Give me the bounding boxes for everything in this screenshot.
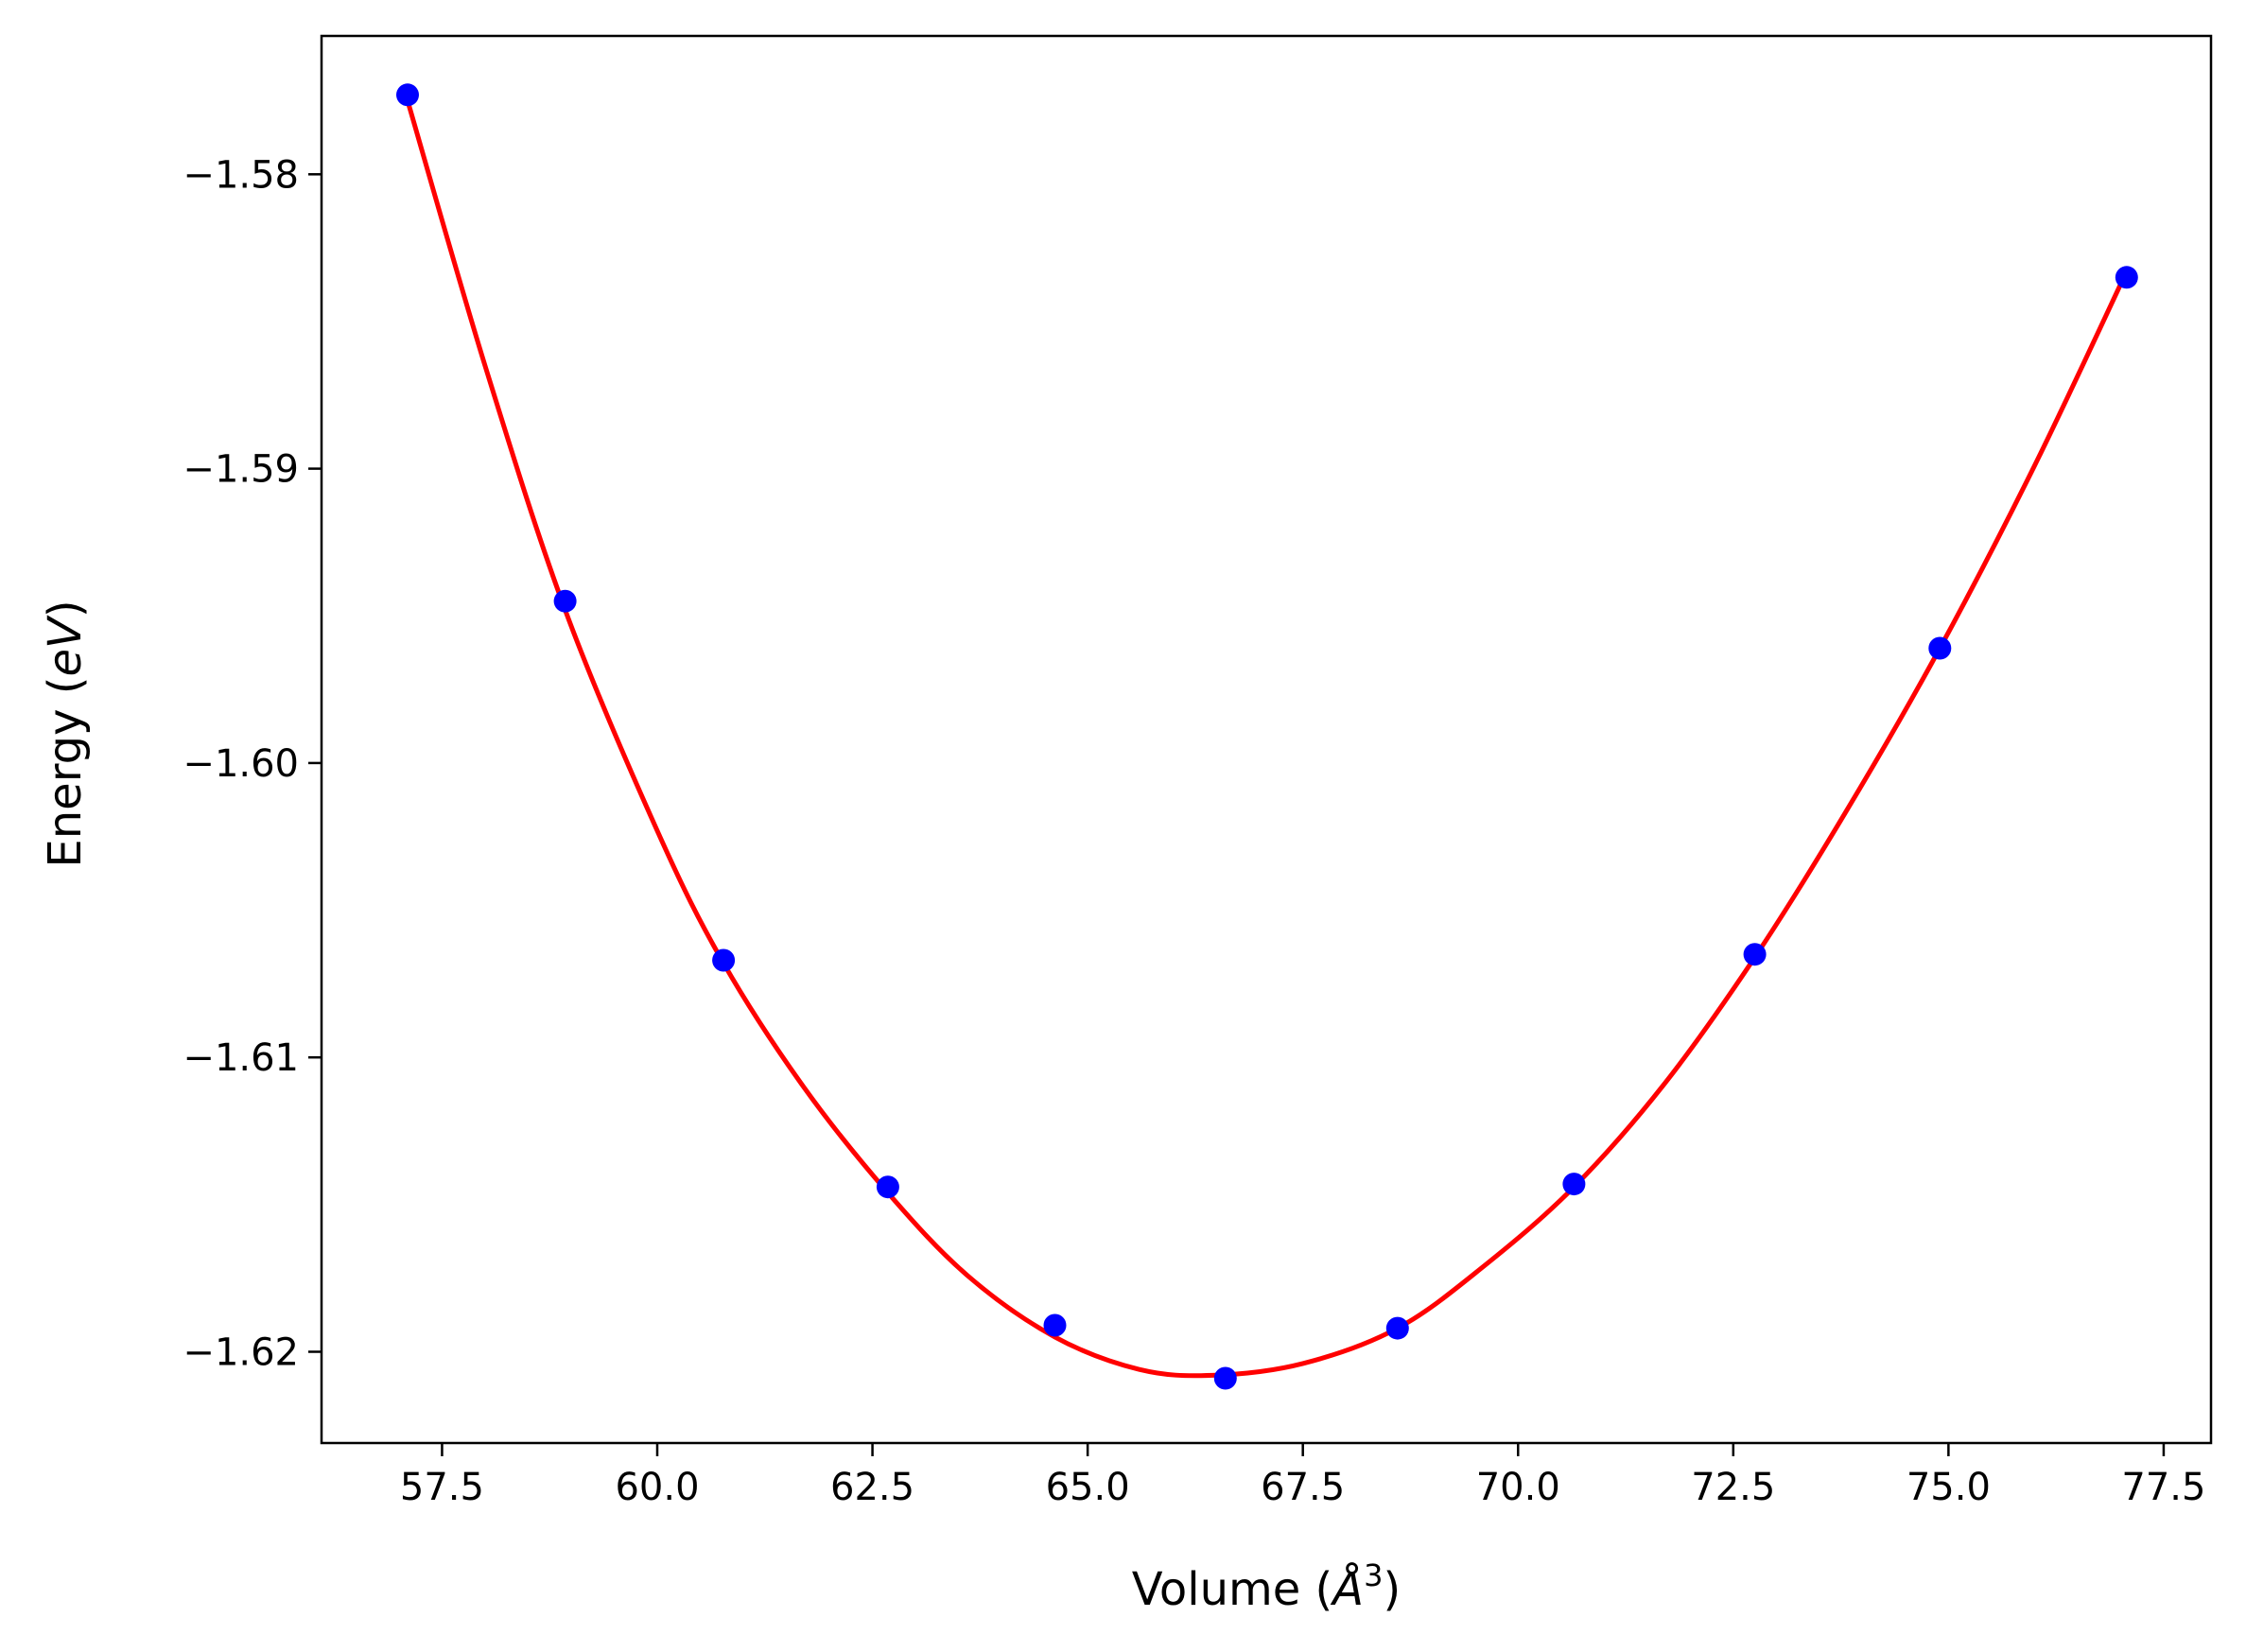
- x-tick-label: 65.0: [1046, 1466, 1130, 1509]
- x-tick-label: 57.5: [400, 1466, 484, 1509]
- x-tick-label: 72.5: [1691, 1466, 1775, 1509]
- x-tick-label: 77.5: [2121, 1466, 2205, 1509]
- data-point: [2115, 266, 2138, 289]
- x-axis-label-sup: 3: [1364, 1557, 1383, 1593]
- data-point: [1743, 943, 1767, 966]
- y-axis-label-main: Energy (: [39, 677, 92, 868]
- plot-frame: [320, 34, 2213, 1445]
- x-axis-label: Volume (Å3): [1132, 1557, 1401, 1616]
- x-tick-label: 75.0: [1906, 1466, 1991, 1509]
- y-tick-label: −1.58: [183, 153, 299, 197]
- x-tick-label: 67.5: [1261, 1466, 1345, 1509]
- data-point: [712, 948, 736, 972]
- data-point: [396, 83, 419, 107]
- x-axis-label-unit: Å: [1330, 1562, 1364, 1616]
- y-axis-label-unit: eV: [39, 615, 92, 677]
- x-axis-label-close: ): [1383, 1563, 1401, 1616]
- data-point: [1043, 1313, 1067, 1337]
- data-point: [1213, 1366, 1237, 1390]
- x-axis-label-main: Volume (: [1132, 1563, 1333, 1616]
- data-point: [553, 589, 577, 613]
- y-tick-label: −1.60: [183, 742, 299, 786]
- y-tick-label: −1.59: [183, 448, 299, 492]
- data-point: [1928, 636, 1952, 660]
- x-tick-label: 60.0: [615, 1466, 699, 1509]
- x-tick-label: 62.5: [830, 1466, 914, 1509]
- plot-layer: [396, 83, 2138, 1390]
- y-axis-label-close: ): [39, 600, 92, 617]
- x-axis-ticks: 57.5 60.0 62.5 65.0 67.5 70.0 72.5 75.0 77.5: [400, 1443, 2205, 1509]
- y-axis-label: Energy (eV): [39, 600, 92, 867]
- data-point: [1562, 1173, 1586, 1196]
- x-tick-label: 70.0: [1476, 1466, 1560, 1509]
- data-point: [1385, 1316, 1409, 1340]
- y-tick-label: −1.62: [183, 1330, 299, 1374]
- data-point: [876, 1175, 899, 1199]
- fit-curve-line: [405, 99, 2130, 1379]
- y-axis-ticks: −1.58 −1.59 −1.60 −1.61 −1.62: [183, 153, 322, 1374]
- y-tick-label: −1.61: [183, 1036, 299, 1080]
